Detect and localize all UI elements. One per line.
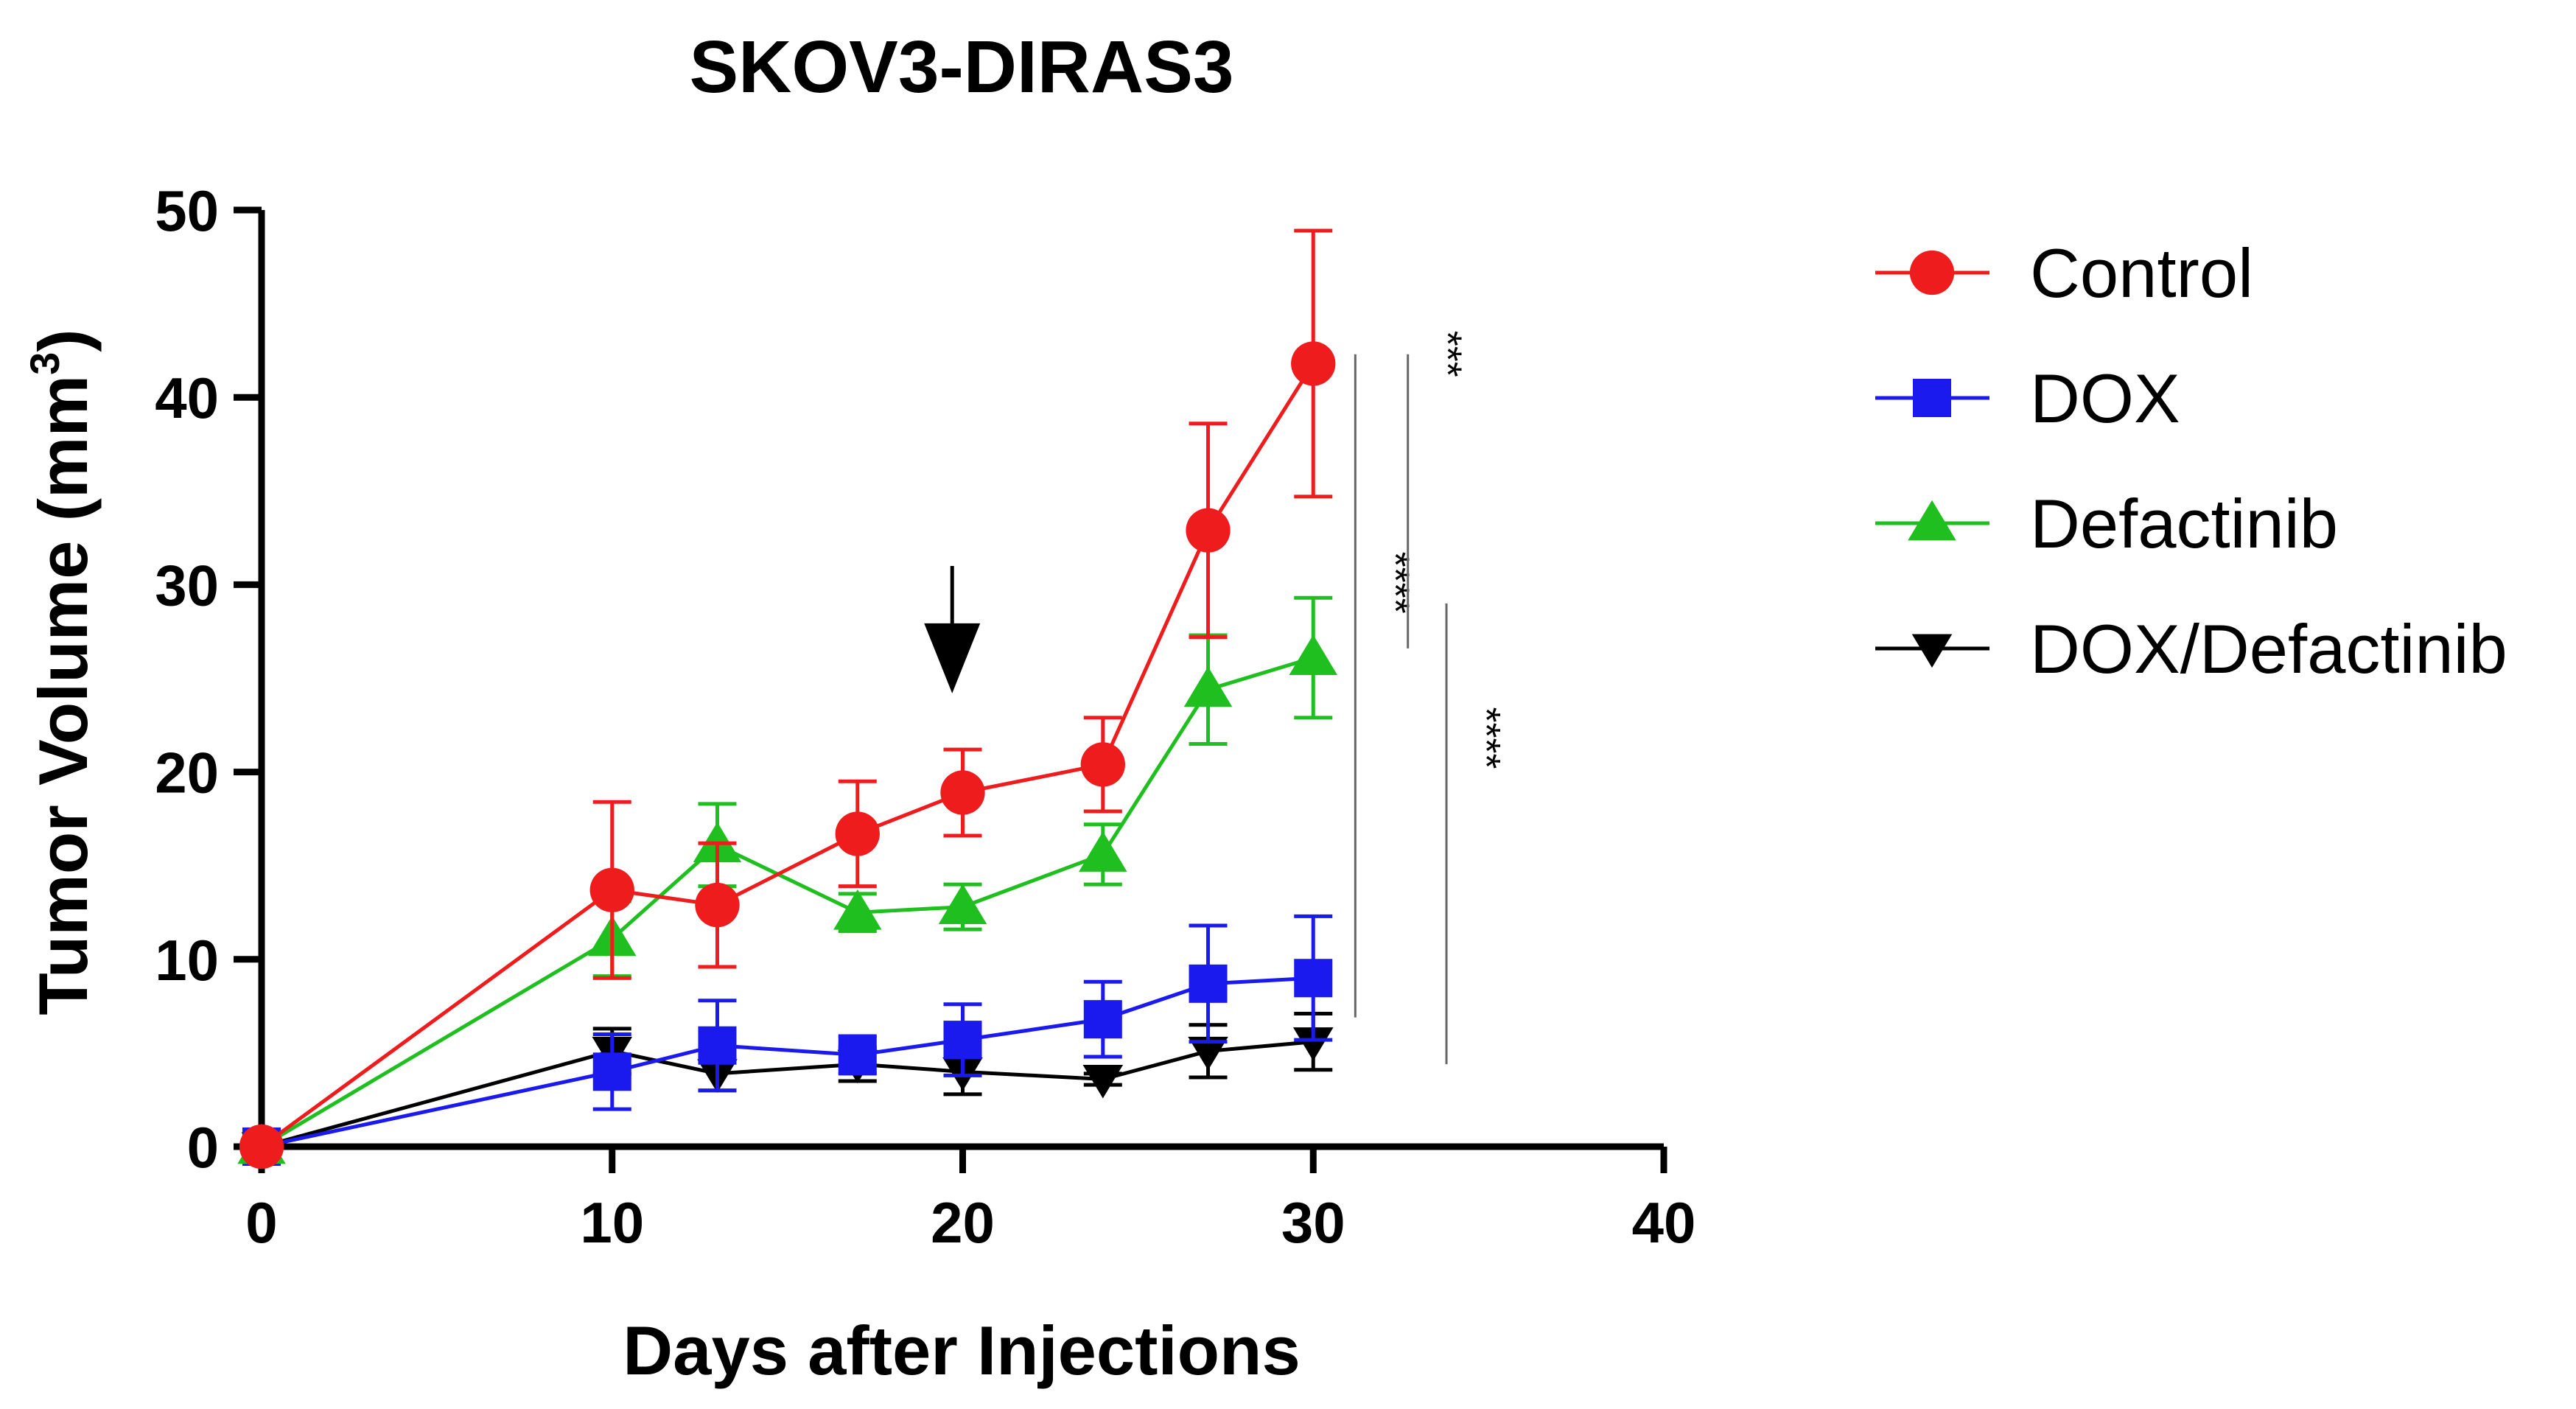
legend-item-defactinib: Defactinib	[1875, 485, 2338, 562]
series-defactinib	[237, 595, 1338, 1164]
x-axis-label: Days after Injections	[623, 1312, 1300, 1389]
data-point	[1082, 1064, 1124, 1099]
y-tick-label: 20	[155, 741, 219, 805]
legend-swatch-marker	[1913, 379, 1951, 417]
data-point	[938, 884, 987, 925]
data-point	[695, 882, 740, 928]
legend-swatch-marker	[1909, 250, 1955, 296]
data-point	[940, 770, 985, 815]
series-control	[239, 228, 1336, 1169]
legend: Control DOX Defactinib DOX/Defactinib	[1875, 234, 2507, 688]
y-tick-label: 10	[155, 928, 219, 993]
y-tick-label: 0	[187, 1115, 219, 1180]
data-point	[1292, 1027, 1334, 1061]
significance-stars: ***	[1426, 331, 1470, 377]
y-tick-label: 30	[155, 553, 219, 618]
chart-title: SKOV3-DIRAS3	[689, 26, 1233, 108]
series-dox-defactinib	[241, 1012, 1334, 1166]
significance-brackets: ***********	[1354, 331, 1508, 1065]
data-point	[589, 867, 634, 912]
y-axis-label-main: Tumor Volume (mm	[24, 375, 102, 1015]
data-point	[1294, 959, 1333, 998]
y-axis-label: Tumor Volume (mm3)	[21, 329, 102, 1015]
x-tick-label: 10	[580, 1190, 644, 1255]
legend-swatch-marker	[1911, 634, 1953, 668]
legend-label: DOX	[2030, 360, 2180, 437]
significance-stars: ****	[1373, 552, 1417, 614]
legend-label: DOX/Defactinib	[2030, 610, 2507, 688]
legend-label: Defactinib	[2030, 485, 2338, 562]
data-point	[1083, 1000, 1122, 1039]
series-line	[261, 1040, 1314, 1149]
data-point	[1079, 831, 1127, 872]
y-axis-label-close: )	[24, 329, 102, 352]
series-line	[260, 656, 1314, 1149]
x-tick-label: 30	[1281, 1190, 1345, 1255]
legend-item-dox: DOX	[1875, 360, 2180, 437]
y-tick-label: 40	[155, 366, 219, 430]
arrow-head	[924, 623, 981, 693]
data-point	[835, 811, 880, 856]
data-point	[1291, 341, 1336, 386]
series-line	[260, 363, 1315, 1149]
x-tick-label: 20	[931, 1190, 995, 1255]
series-line	[261, 976, 1314, 1149]
series-group	[237, 228, 1338, 1169]
data-point	[1188, 1036, 1228, 1071]
legend-swatch-marker	[1908, 500, 1956, 541]
legend-item-control: Control	[1875, 234, 2253, 312]
series-dox	[242, 914, 1333, 1166]
data-point	[1183, 666, 1233, 707]
data-point	[239, 1124, 284, 1169]
x-tick-label: 40	[1632, 1190, 1696, 1255]
data-point	[833, 889, 882, 930]
data-point	[1189, 964, 1228, 1003]
data-point	[592, 1052, 631, 1091]
data-point	[1080, 742, 1125, 787]
y-axis-label-superscript: 3	[21, 352, 68, 375]
significance-stars: ****	[1464, 707, 1508, 769]
legend-item-dox-defactinib: DOX/Defactinib	[1875, 610, 2507, 688]
legend-label: Control	[2030, 234, 2253, 312]
x-tick-label: 0	[245, 1190, 277, 1255]
data-point	[1289, 634, 1338, 675]
y-tick-label: 50	[155, 178, 219, 243]
data-point	[1186, 508, 1231, 553]
treatment-arrow	[924, 565, 981, 693]
data-point	[943, 1021, 982, 1060]
data-point	[838, 1035, 877, 1074]
data-point	[698, 1026, 737, 1065]
